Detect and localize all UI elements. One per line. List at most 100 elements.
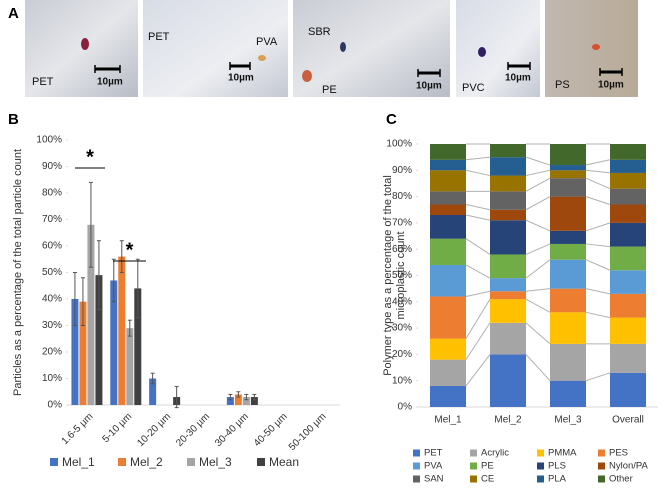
particle xyxy=(478,47,486,57)
y-tick-label: 60% xyxy=(42,241,62,252)
connector-line xyxy=(525,243,551,255)
bar-segment xyxy=(550,312,586,344)
bar-segment xyxy=(490,144,526,158)
legend-label: PE xyxy=(481,461,494,472)
legend-label: Mel_1 xyxy=(62,455,95,469)
polymer-label: PVC xyxy=(462,82,485,94)
bar-segment xyxy=(430,144,466,160)
y-tick-label: 10% xyxy=(42,373,62,384)
bar-segment xyxy=(490,175,526,192)
bar-segment xyxy=(610,159,646,173)
bar-segment xyxy=(550,343,586,381)
legend-label: Other xyxy=(609,474,633,485)
connector-line xyxy=(585,311,611,319)
y-tick-label: 20% xyxy=(392,349,412,360)
micrograph xyxy=(456,0,540,97)
legend-label: PES xyxy=(609,448,628,459)
bar-segment xyxy=(430,385,466,407)
x-tick-label: Mel_1 xyxy=(434,415,462,426)
connector-line xyxy=(465,264,491,279)
legend-label: Mel_3 xyxy=(199,455,232,469)
connector-line xyxy=(525,354,551,382)
connector-line xyxy=(525,169,551,177)
bar-segment xyxy=(550,178,586,197)
connector-line xyxy=(525,259,551,279)
legend-label: Nylon/PA xyxy=(609,461,649,472)
legend-swatch xyxy=(413,462,420,470)
y-tick-label: 70% xyxy=(42,214,62,225)
bar-segment xyxy=(610,293,646,318)
polymer-label: PET xyxy=(148,31,170,43)
bar xyxy=(250,397,258,405)
scale-label: 10µm xyxy=(228,73,254,84)
connector-line xyxy=(465,290,491,298)
connector-line xyxy=(585,222,611,232)
connector-line xyxy=(525,288,551,292)
legend-swatch xyxy=(470,462,477,470)
bar xyxy=(149,378,157,405)
bar-segment xyxy=(610,343,646,373)
y-tick-label: 90% xyxy=(42,161,62,172)
legend-swatch xyxy=(50,458,58,466)
connector-line xyxy=(585,372,611,382)
polymer-label: PVA xyxy=(256,36,278,48)
micrograph xyxy=(25,0,138,97)
legend-swatch xyxy=(537,462,544,470)
bar-segment xyxy=(430,296,466,339)
bar-segment xyxy=(610,270,646,294)
polymer-label: PET xyxy=(32,76,54,88)
panel-label: A xyxy=(8,5,19,22)
bar-segment xyxy=(490,322,526,355)
legend-swatch xyxy=(598,462,605,470)
y-tick-label: 30% xyxy=(42,320,62,331)
y-tick-label: 20% xyxy=(42,347,62,358)
connector-line xyxy=(585,177,611,190)
particle xyxy=(592,44,600,50)
bar-segment xyxy=(430,170,466,192)
bar-segment xyxy=(430,238,466,265)
connector-line xyxy=(525,196,551,211)
legend-swatch xyxy=(413,449,420,457)
connector-line xyxy=(465,156,491,161)
connector-line xyxy=(585,196,611,205)
connector-line xyxy=(465,298,491,339)
legend-swatch xyxy=(470,449,477,457)
connector-line xyxy=(585,159,611,166)
y-tick-label: 0% xyxy=(48,400,63,411)
legend-label: SAN xyxy=(424,474,444,485)
bar-segment xyxy=(550,243,586,260)
legend-swatch xyxy=(470,475,477,483)
bar xyxy=(134,288,142,405)
bar xyxy=(118,256,126,405)
bar-segment xyxy=(430,338,466,360)
legend-swatch xyxy=(598,449,605,457)
y-tick-label: 40% xyxy=(42,294,62,305)
legend-label: CE xyxy=(481,474,494,485)
bar-segment xyxy=(610,204,646,223)
legend-swatch xyxy=(537,449,544,457)
legend-swatch xyxy=(537,475,544,483)
bar-segment xyxy=(430,204,466,216)
legend-label: PMMA xyxy=(548,448,577,459)
connector-line xyxy=(465,169,491,177)
legend-label: PET xyxy=(424,448,443,459)
bar-segment xyxy=(550,165,586,171)
y-tick-label: 10% xyxy=(392,375,412,386)
particle xyxy=(81,38,89,50)
bar-segment xyxy=(610,144,646,160)
y-tick-label: 40% xyxy=(392,296,412,307)
bar-segment xyxy=(490,157,526,176)
legend-label: PLA xyxy=(548,474,567,485)
y-tick-label: 0% xyxy=(398,402,413,413)
bar-segment xyxy=(550,230,586,244)
legend-swatch xyxy=(598,475,605,483)
connector-line xyxy=(585,259,611,271)
scale-label: 10µm xyxy=(97,77,123,88)
y-axis-label: Polymer type as a percentage of the tota… xyxy=(382,175,394,376)
legend-swatch xyxy=(257,458,265,466)
connector-line xyxy=(585,288,611,295)
bar-segment xyxy=(430,359,466,386)
bar-segment xyxy=(610,222,646,247)
bar-segment xyxy=(490,278,526,292)
bar-segment xyxy=(490,191,526,210)
